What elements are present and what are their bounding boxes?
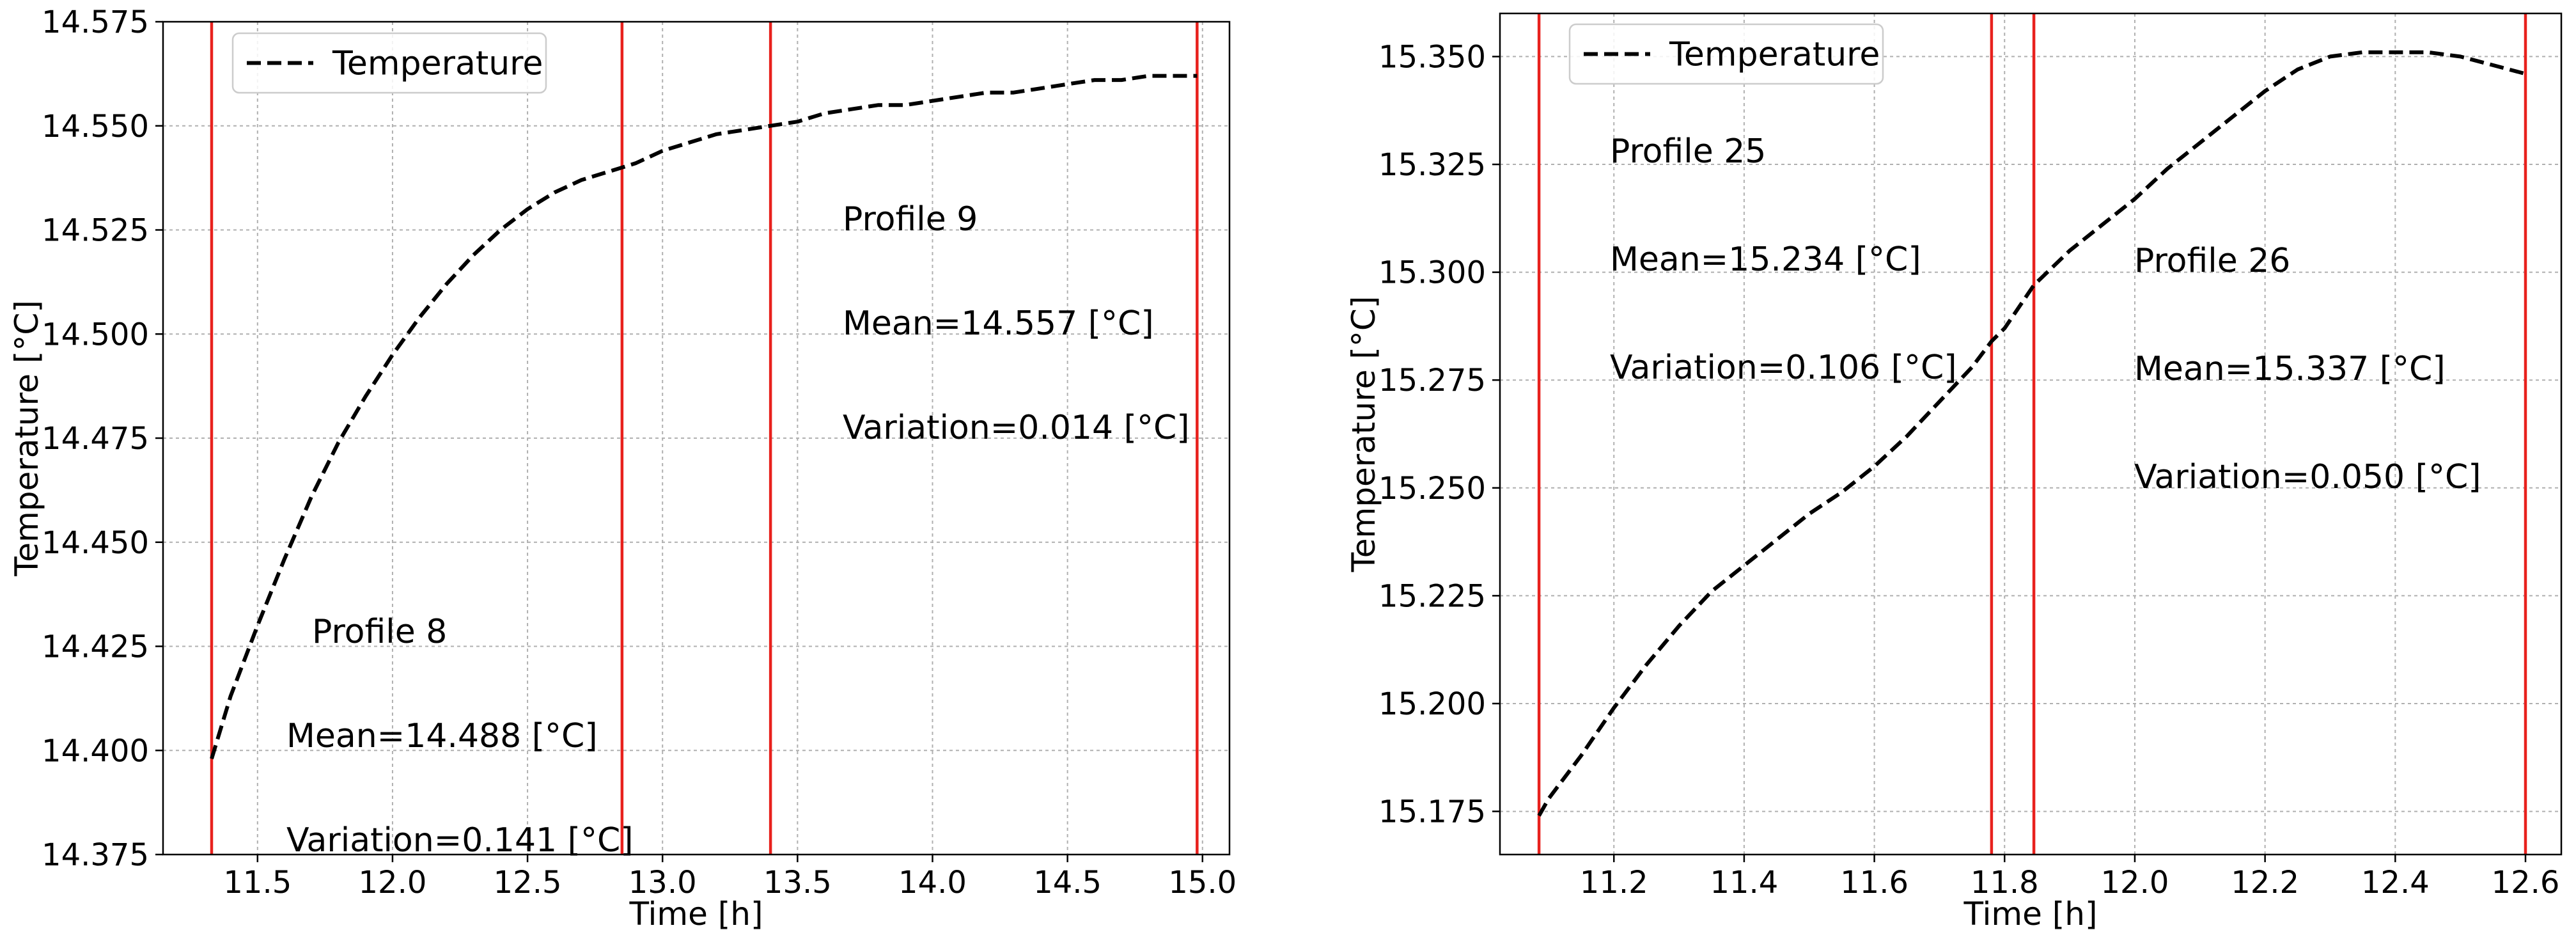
plot-frame [1499, 12, 2563, 856]
y-tick-label: 15.225 [1378, 578, 1486, 614]
annotation-text: Mean=14.557 [°C] [843, 304, 1154, 343]
annotation-text: Mean=14.488 [°C] [286, 717, 598, 755]
legend-label: Temperature [1669, 36, 1880, 74]
x-tick-label: 11.6 [1840, 865, 1909, 901]
annotation-text: Profile 25 [1610, 132, 1766, 171]
x-tick-label: 15.0 [1168, 865, 1237, 901]
x-tick-label: 12.5 [494, 865, 562, 901]
grid [1500, 13, 2561, 855]
y-tick-label: 14.500 [42, 317, 149, 352]
y-tick-label: 15.275 [1378, 363, 1486, 398]
annotation-text: Mean=15.337 [°C] [2134, 350, 2446, 388]
x-tick-label: 13.0 [628, 865, 697, 901]
annotation-text: Profile 9 [843, 200, 978, 239]
x-tick-label: 12.6 [2492, 865, 2560, 901]
annotation-text: Variation=0.050 [°C] [2134, 458, 2481, 496]
y-tick-label: 15.325 [1378, 147, 1486, 183]
plot-frame [162, 20, 1231, 856]
y-axis-title: Temperature [°C] [1345, 296, 1382, 573]
x-axis-title: Time [h] [629, 895, 763, 930]
x-tick-label: 12.4 [2361, 865, 2430, 901]
legend: Temperature [1568, 23, 1884, 85]
annotation-text: Variation=0.014 [°C] [843, 409, 1190, 447]
annotation-text: Profile 26 [2134, 242, 2290, 280]
y-tick-label: 14.475 [42, 421, 149, 457]
chart-1: 11.5 12.0 12.5 13.0 13.5 14.0 14.5 15.0 14.375 14… [8, 4, 1237, 930]
legend-box [231, 32, 547, 94]
annotation-text: Variation=0.106 [°C] [1610, 349, 1957, 387]
y-axis-title: Temperature [°C] [8, 300, 45, 577]
temperature-series-line [210, 74, 1198, 760]
y-tick-label: 14.525 [42, 213, 149, 249]
y-tick-label: 15.300 [1378, 255, 1486, 291]
x-tick-label: 11.8 [1971, 865, 2039, 901]
chart-2: 11.2 11.4 11.6 11.8 12.0 12.2 12.4 12.6 15.175 15… [1345, 12, 2563, 930]
y-tick-label: 15.350 [1378, 39, 1486, 75]
x-tick-label: 11.4 [1710, 865, 1778, 901]
legend: Temperature [231, 32, 547, 94]
y-tick-label: 15.200 [1378, 686, 1486, 722]
x-tick-label: 12.0 [2101, 865, 2169, 901]
y-tick-label: 14.375 [42, 837, 149, 873]
x-tick-label: 12.2 [2231, 865, 2299, 901]
y-tick-label: 14.400 [42, 733, 149, 769]
y-tick-label: 14.450 [42, 525, 149, 561]
annotation-text: Mean=15.234 [°C] [1610, 240, 1921, 279]
legend-box [1568, 23, 1884, 85]
x-tick-label: 12.0 [358, 865, 426, 901]
annotation-text: Variation=0.141 [°C] [286, 821, 634, 860]
y-tick-label: 14.550 [42, 109, 149, 145]
x-axis-title: Time [h] [1963, 895, 2098, 930]
x-tick-label: 11.5 [223, 865, 292, 901]
y-tick-label: 14.575 [42, 4, 149, 40]
annotation-text: Profile 8 [312, 613, 447, 651]
y-tick-label: 14.425 [42, 629, 149, 665]
legend-label: Temperature [332, 45, 543, 83]
x-tick-label: 11.2 [1580, 865, 1648, 901]
y-tick-label: 15.250 [1378, 471, 1486, 507]
x-tick-label: 13.5 [763, 865, 832, 901]
x-tick-label: 14.5 [1033, 865, 1102, 901]
x-tick-label: 14.0 [898, 865, 967, 901]
temperature-series-line [1537, 50, 2526, 817]
y-tick-label: 15.175 [1378, 794, 1486, 830]
